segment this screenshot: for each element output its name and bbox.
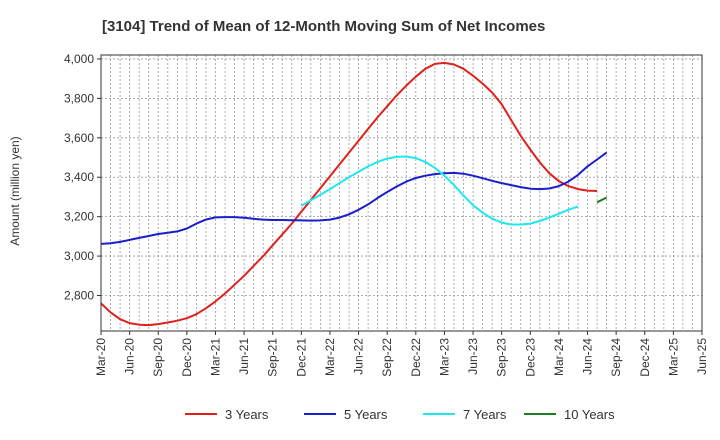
x-tick-label: Dec-21: [294, 338, 308, 377]
series-line-5-years: [100, 151, 608, 245]
chart-title: [3104] Trend of Mean of 12-Month Moving …: [102, 18, 545, 35]
x-tick-label: Dec-20: [180, 338, 194, 377]
x-tick-label: Dec-24: [638, 338, 652, 377]
legend-item-7-years: 7 Years: [423, 407, 507, 422]
x-tick-label: Sep-21: [266, 338, 280, 377]
x-axis-ticks: Mar-20 Jun-20 Sep-20 Dec-20 Mar-21 Jun-21 Sep-…: [94, 331, 709, 377]
x-tick-label: Sep-20: [151, 338, 165, 377]
y-axis-label: Amount (million yen): [8, 136, 22, 245]
y-tick-label: 3,000: [64, 249, 94, 263]
x-tick-label: Sep-23: [495, 338, 509, 377]
legend-item-5-years: 5 Years: [304, 407, 388, 422]
legend-item-10-years: 10 Years: [524, 407, 615, 422]
y-tick-label: 2,800: [64, 289, 94, 303]
grid-lines: [101, 55, 702, 331]
x-tick-label: Sep-22: [380, 338, 394, 377]
y-tick-label: 3,200: [64, 210, 94, 224]
x-tick-label: Mar-20: [94, 338, 108, 376]
x-tick-label: Jun-25: [695, 338, 709, 375]
x-tick-label: Mar-23: [437, 338, 451, 376]
legend-label: 7 Years: [463, 407, 507, 422]
legend-label: 3 Years: [225, 407, 269, 422]
x-tick-label: Jun-24: [581, 338, 595, 375]
legend-label: 5 Years: [344, 407, 388, 422]
x-tick-label: Dec-22: [409, 338, 423, 377]
x-tick-label: Jun-23: [466, 338, 480, 375]
y-tick-label: 3,600: [64, 131, 94, 145]
x-tick-label: Jun-21: [237, 338, 251, 375]
y-axis-ticks: 2,800 3,000 3,200 3,400 3,600 3,800 4,000: [64, 52, 101, 303]
x-tick-label: Dec-23: [523, 338, 537, 377]
x-tick-label: Sep-24: [609, 338, 623, 377]
y-tick-label: 3,800: [64, 91, 94, 105]
x-tick-label: Jun-22: [352, 338, 366, 375]
x-tick-label: Mar-25: [666, 338, 680, 376]
series-line-3-years: [100, 61, 598, 327]
x-tick-label: Mar-24: [552, 338, 566, 376]
x-tick-label: Mar-22: [323, 338, 337, 376]
y-tick-label: 4,000: [64, 52, 94, 66]
series-lines: [100, 61, 608, 327]
plot-frame: [100, 54, 703, 332]
y-tick-label: 3,400: [64, 170, 94, 184]
legend: 3 Years 5 Years 7 Years 10 Years: [185, 407, 615, 422]
x-tick-label: Jun-20: [123, 338, 137, 375]
x-tick-label: Mar-21: [208, 338, 222, 376]
legend-label: 10 Years: [564, 407, 615, 422]
series-line-7-years: [300, 155, 579, 226]
series-line-10-years: [596, 196, 608, 204]
legend-item-3-years: 3 Years: [185, 407, 269, 422]
